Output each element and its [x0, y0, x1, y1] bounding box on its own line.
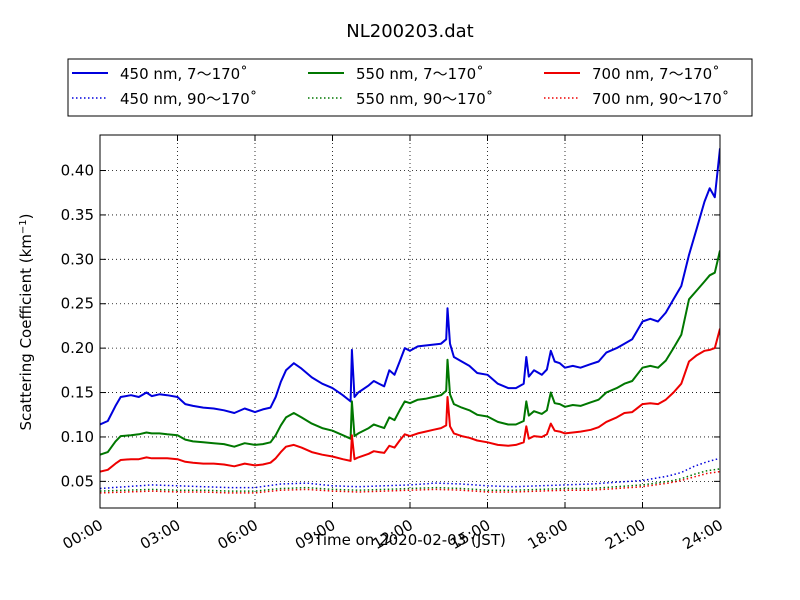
y-tick-label: 0.15: [61, 384, 94, 402]
series-line-3: [100, 457, 720, 490]
legend-label-2: 700 nm, 7～170˚: [592, 65, 720, 83]
series-line-2: [100, 328, 720, 473]
legend-label-3: 450 nm, 90～170˚: [120, 90, 257, 108]
series-line-1: [100, 250, 720, 456]
series-line-0: [100, 148, 720, 426]
x-tick-label: 21:00: [602, 516, 648, 553]
series-line-4: [100, 468, 720, 492]
y-tick-label: 0.40: [61, 162, 94, 180]
chart-title: NL200203.dat: [346, 21, 473, 42]
y-axis-label-close: ): [17, 213, 35, 219]
y-axis-ticks: 0.05 0.10 0.15 0.20 0.25 0.30 0.35 0.40: [61, 162, 720, 490]
legend-label-0: 450 nm, 7～170˚: [120, 65, 248, 83]
y-tick-label: 0.25: [61, 295, 94, 313]
legend: 450 nm, 7～170˚ 550 nm, 7～170˚ 700 nm, 7～17…: [67, 58, 753, 117]
y-tick-label: 0.20: [61, 339, 94, 357]
legend-label-1: 550 nm, 7～170˚: [356, 65, 484, 83]
series-lines: [100, 148, 720, 494]
y-axis-label: Scattering Coefficient (km−1): [17, 213, 35, 430]
y-tick-label: 0.35: [61, 206, 94, 224]
x-tick-label: 18:00: [525, 516, 571, 553]
series-line-5: [100, 470, 720, 494]
x-tick-label: 00:00: [60, 516, 106, 553]
x-axis-label: Time on 2020-02-03 (JST): [313, 531, 506, 549]
x-tick-label: 24:00: [680, 516, 726, 553]
x-tick-label: 06:00: [215, 516, 261, 553]
legend-frame: [67, 58, 753, 117]
y-axis-label-main: Scattering Coefficient (km: [17, 234, 35, 430]
legend-label-4: 550 nm, 90～170˚: [356, 90, 493, 108]
x-tick-label: 03:00: [137, 516, 183, 553]
y-tick-label: 0.30: [61, 250, 94, 268]
grid: [100, 135, 720, 508]
y-tick-label: 0.05: [61, 472, 94, 490]
plot-frame: [99, 134, 721, 509]
y-tick-label: 0.10: [61, 428, 94, 446]
y-axis-label-exponent: −1: [18, 219, 29, 234]
legend-label-5: 700 nm, 90～170˚: [592, 90, 729, 108]
